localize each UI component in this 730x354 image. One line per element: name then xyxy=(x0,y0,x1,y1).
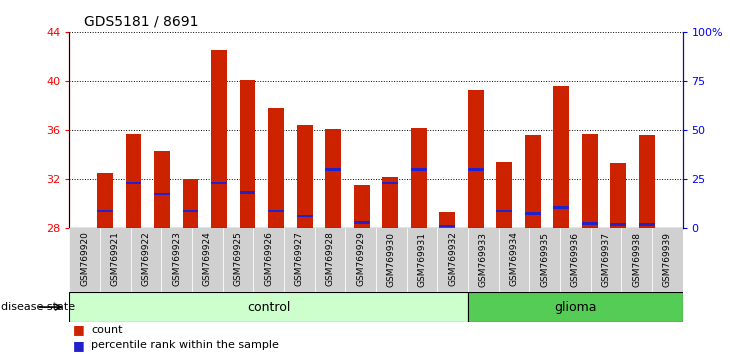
FancyBboxPatch shape xyxy=(345,228,376,292)
FancyBboxPatch shape xyxy=(529,228,560,292)
Bar xyxy=(553,86,569,228)
Bar xyxy=(211,182,227,184)
Bar xyxy=(126,134,142,228)
Text: GSM769933: GSM769933 xyxy=(479,232,488,286)
Bar xyxy=(69,292,468,322)
Text: percentile rank within the sample: percentile rank within the sample xyxy=(91,340,279,350)
FancyBboxPatch shape xyxy=(560,228,591,292)
Bar xyxy=(496,210,512,212)
FancyBboxPatch shape xyxy=(591,228,621,292)
FancyBboxPatch shape xyxy=(253,228,284,292)
FancyBboxPatch shape xyxy=(192,228,223,292)
Text: GSM769920: GSM769920 xyxy=(80,232,89,286)
Text: GSM769929: GSM769929 xyxy=(356,232,365,286)
Bar xyxy=(468,168,483,171)
Bar xyxy=(582,134,598,228)
Text: control: control xyxy=(247,301,291,314)
Text: ■: ■ xyxy=(73,324,85,336)
Bar xyxy=(639,223,655,226)
FancyBboxPatch shape xyxy=(468,228,499,292)
Text: GSM769934: GSM769934 xyxy=(510,232,518,286)
Bar xyxy=(383,182,398,184)
Text: GSM769930: GSM769930 xyxy=(387,232,396,286)
Bar xyxy=(154,151,170,228)
FancyBboxPatch shape xyxy=(407,228,437,292)
Bar xyxy=(297,215,312,217)
Bar xyxy=(525,212,541,215)
FancyBboxPatch shape xyxy=(223,228,253,292)
Text: GSM769928: GSM769928 xyxy=(326,232,334,286)
Text: GSM769939: GSM769939 xyxy=(663,232,672,286)
Text: disease state: disease state xyxy=(1,302,76,312)
Bar xyxy=(97,173,113,228)
FancyBboxPatch shape xyxy=(315,228,345,292)
Bar xyxy=(239,80,255,228)
Text: GSM769922: GSM769922 xyxy=(142,232,150,286)
Bar xyxy=(639,135,655,228)
FancyBboxPatch shape xyxy=(437,228,468,292)
Bar xyxy=(439,212,455,228)
Bar xyxy=(354,221,369,223)
Bar xyxy=(610,223,626,226)
Text: glioma: glioma xyxy=(554,301,596,314)
FancyBboxPatch shape xyxy=(69,228,100,292)
Bar xyxy=(383,177,398,228)
Bar xyxy=(582,222,598,225)
FancyBboxPatch shape xyxy=(131,228,161,292)
FancyBboxPatch shape xyxy=(284,228,315,292)
Text: GDS5181 / 8691: GDS5181 / 8691 xyxy=(84,14,199,28)
Text: GSM769938: GSM769938 xyxy=(632,232,641,286)
Bar xyxy=(525,135,541,228)
Text: GSM769936: GSM769936 xyxy=(571,232,580,286)
FancyBboxPatch shape xyxy=(652,228,683,292)
Bar xyxy=(468,90,483,228)
Text: GSM769924: GSM769924 xyxy=(203,232,212,286)
FancyBboxPatch shape xyxy=(621,228,652,292)
Bar xyxy=(326,168,341,171)
Bar xyxy=(182,179,199,228)
FancyBboxPatch shape xyxy=(161,228,192,292)
FancyBboxPatch shape xyxy=(100,228,131,292)
Bar xyxy=(154,193,170,195)
Text: ■: ■ xyxy=(73,339,85,352)
Text: GSM769923: GSM769923 xyxy=(172,232,181,286)
Bar xyxy=(468,292,683,322)
FancyBboxPatch shape xyxy=(499,228,529,292)
Bar xyxy=(97,210,113,212)
Text: GSM769932: GSM769932 xyxy=(448,232,457,286)
FancyBboxPatch shape xyxy=(376,228,407,292)
Bar xyxy=(354,185,369,228)
Bar xyxy=(326,129,341,228)
Text: GSM769931: GSM769931 xyxy=(418,232,426,286)
Text: GSM769926: GSM769926 xyxy=(264,232,273,286)
Text: GSM769935: GSM769935 xyxy=(540,232,549,286)
Bar xyxy=(610,163,626,228)
Text: GSM769925: GSM769925 xyxy=(234,232,242,286)
Bar xyxy=(411,128,426,228)
Text: count: count xyxy=(91,325,123,335)
Bar xyxy=(239,192,255,194)
Bar xyxy=(269,108,284,228)
Bar xyxy=(411,168,426,171)
Bar xyxy=(269,210,284,212)
Bar xyxy=(496,162,512,228)
Bar xyxy=(553,206,569,209)
Bar xyxy=(211,50,227,228)
Text: GSM769927: GSM769927 xyxy=(295,232,304,286)
Text: GSM769937: GSM769937 xyxy=(602,232,610,286)
Bar xyxy=(439,224,455,227)
Bar xyxy=(297,125,312,228)
Bar xyxy=(126,182,142,184)
Text: GSM769921: GSM769921 xyxy=(111,232,120,286)
Bar xyxy=(182,210,199,212)
